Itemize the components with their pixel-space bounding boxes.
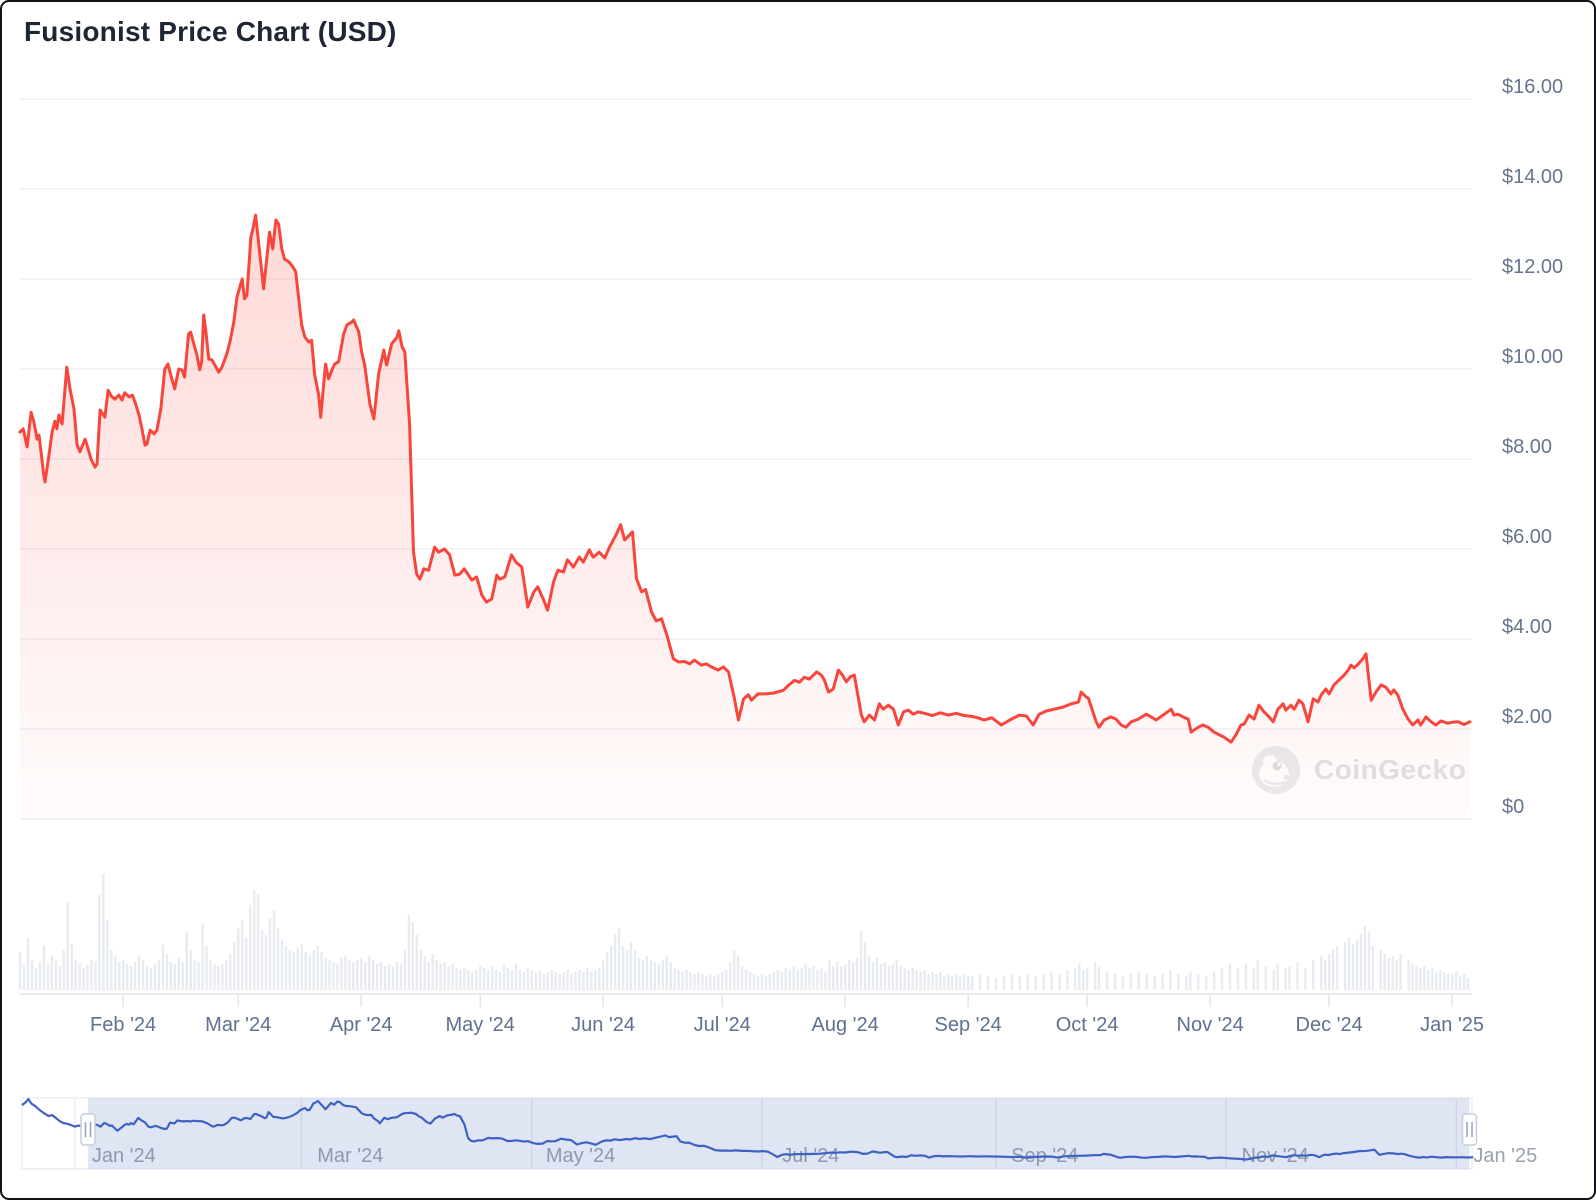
- page-title: Fusionist Price Chart (USD): [24, 16, 397, 47]
- y-axis-label: $8.00: [1502, 436, 1552, 458]
- y-axis-label: $6.00: [1502, 526, 1552, 548]
- x-axis-label: Sep '24: [934, 1014, 1001, 1036]
- x-axis-label: Aug '24: [811, 1014, 878, 1036]
- navigator-line: [21, 1098, 1474, 1161]
- y-axis-label: $4.00: [1502, 616, 1552, 638]
- navigator-month-label: May '24: [546, 1145, 615, 1167]
- y-axis-label: $0: [1502, 796, 1524, 818]
- x-axis-label: Dec '24: [1296, 1014, 1363, 1036]
- x-axis-label: Jan '25: [1420, 1014, 1484, 1036]
- navigator-left-handle[interactable]: [80, 1113, 96, 1146]
- y-axis-label: $14.00: [1502, 166, 1563, 188]
- navigator-month-label: Jan '25: [1473, 1145, 1537, 1167]
- x-axis-label: Apr '24: [330, 1014, 393, 1036]
- price-line: [18, 213, 1472, 744]
- x-axis-label: Mar '24: [205, 1014, 271, 1036]
- x-axis-label: Jul '24: [694, 1014, 751, 1036]
- navigator-right-handle[interactable]: [1461, 1113, 1478, 1146]
- x-axis-label: Jun '24: [571, 1014, 635, 1036]
- y-axis-label: $2.00: [1502, 706, 1552, 728]
- navigator-month-label: Jul '24: [782, 1145, 839, 1167]
- navigator-month-label: Jan '24: [92, 1145, 156, 1167]
- x-axis-label: May '24: [445, 1014, 514, 1036]
- navigator-selected-region[interactable]: [87, 1097, 1470, 1170]
- price-area-fill: [20, 215, 1470, 820]
- x-axis-label: Feb '24: [90, 1014, 156, 1036]
- x-axis-label: Nov '24: [1177, 1014, 1244, 1036]
- x-axis-label: Oct '24: [1056, 1014, 1119, 1036]
- y-axis-label: $10.00: [1502, 346, 1563, 368]
- y-axis-label: $12.00: [1502, 256, 1563, 278]
- volume-bars: [18, 874, 1470, 990]
- y-axis-label: $16.00: [1502, 76, 1563, 98]
- navigator-month-label: Mar '24: [317, 1145, 383, 1167]
